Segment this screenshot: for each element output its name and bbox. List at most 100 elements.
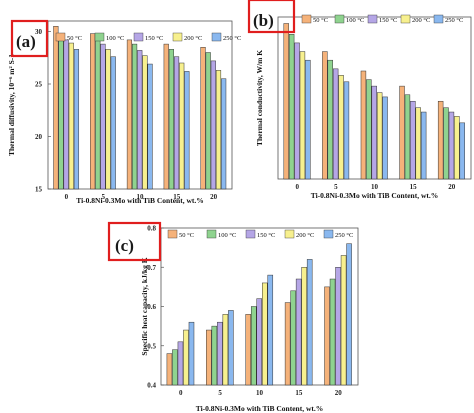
y-tick-label: 25 bbox=[35, 81, 43, 89]
y-tick-label: 0.4 bbox=[147, 382, 156, 390]
bar bbox=[228, 310, 234, 386]
bar bbox=[211, 325, 218, 386]
bar bbox=[142, 55, 148, 190]
bar bbox=[95, 37, 101, 190]
bar bbox=[177, 341, 184, 386]
x-axis-label: Ti-0.8Ni-0.3Mo with TiB Content, wt.% bbox=[196, 404, 324, 413]
x-tick-label: 10 bbox=[371, 183, 379, 191]
bar bbox=[215, 70, 222, 190]
bar bbox=[294, 42, 300, 180]
bar bbox=[110, 56, 116, 190]
bar bbox=[301, 267, 307, 386]
bar bbox=[172, 349, 178, 386]
bar bbox=[256, 298, 263, 386]
legend-label: 150 °C bbox=[257, 232, 275, 239]
bar bbox=[105, 49, 111, 190]
panel-label-box bbox=[10, 19, 49, 58]
legend: 50 °C 100 °C 150 °C 200 °C 250 °C bbox=[55, 32, 241, 42]
legend-swatch bbox=[206, 229, 217, 239]
bar bbox=[306, 259, 313, 386]
bar bbox=[132, 43, 138, 190]
panel-label-box bbox=[107, 221, 162, 262]
x-tick-label: 20 bbox=[210, 193, 218, 201]
bar bbox=[68, 42, 74, 190]
y-tick-label: 30 bbox=[35, 28, 43, 36]
panel-label: (a) bbox=[16, 32, 36, 51]
x-tick-label: 0 bbox=[296, 183, 300, 191]
legend-swatch bbox=[211, 32, 222, 42]
bar bbox=[322, 51, 328, 180]
legend-swatch bbox=[433, 14, 444, 24]
x-axis-label: Ti-0.8Ni-0.3Mo with TiB Content, wt.% bbox=[311, 191, 439, 200]
bar bbox=[327, 59, 333, 180]
bar bbox=[382, 96, 388, 180]
bar bbox=[290, 290, 296, 386]
legend: 50 °C 100 °C 150 °C 200 °C 250 °C bbox=[167, 229, 353, 239]
bar bbox=[335, 267, 341, 386]
bar bbox=[73, 49, 80, 190]
x-axis-label: Ti-0.8Ni-0.3Mo with TiB Content, wt.% bbox=[76, 196, 204, 205]
bar bbox=[221, 78, 227, 190]
legend-label: 50 °C bbox=[179, 232, 194, 239]
legend-label: 50 °C bbox=[313, 17, 328, 24]
legend-swatch bbox=[172, 32, 183, 42]
panel-label-box bbox=[247, 0, 296, 34]
bar bbox=[299, 51, 306, 180]
chart-panel-b: 0 5 10 15 20 Ti-0.8Ni-0.3Mo with TiB Content,… bbox=[247, 0, 472, 200]
bar bbox=[184, 71, 190, 190]
legend-swatch bbox=[334, 14, 345, 24]
x-tick-label: 5 bbox=[101, 193, 105, 201]
legend-swatch bbox=[400, 14, 411, 24]
bar bbox=[126, 39, 133, 190]
bar bbox=[376, 92, 383, 180]
legend-label: 50 °C bbox=[67, 35, 82, 42]
legend-swatch bbox=[245, 229, 256, 239]
bar bbox=[346, 243, 352, 386]
legend-swatch bbox=[367, 14, 378, 24]
bar bbox=[147, 63, 153, 190]
bar bbox=[210, 60, 216, 190]
bar bbox=[217, 321, 223, 386]
bar bbox=[410, 100, 416, 180]
bar bbox=[267, 274, 274, 386]
legend-swatch bbox=[284, 229, 295, 239]
x-tick-label: 5 bbox=[334, 183, 338, 191]
legend-label: 250 °C bbox=[445, 17, 463, 24]
y-tick-label: 0.7 bbox=[147, 264, 156, 272]
x-tick-label: 15 bbox=[410, 183, 418, 191]
bar bbox=[168, 49, 174, 190]
x-tick-label: 5 bbox=[218, 389, 222, 397]
bar bbox=[399, 85, 405, 180]
legend-swatch bbox=[323, 229, 334, 239]
bar bbox=[100, 43, 106, 190]
bar bbox=[404, 94, 411, 180]
bar bbox=[340, 255, 347, 386]
y-axis-label: Specific heat capacity, kJ/kg K bbox=[140, 257, 149, 355]
bar bbox=[448, 111, 455, 180]
legend-label: 200 °C bbox=[296, 232, 314, 239]
legend-label: 100 °C bbox=[106, 35, 124, 42]
bar bbox=[329, 278, 336, 386]
bar bbox=[222, 314, 229, 386]
legend-label: 100 °C bbox=[218, 232, 236, 239]
x-tick-label: 15 bbox=[295, 389, 303, 397]
bar bbox=[205, 52, 211, 190]
bar bbox=[200, 47, 206, 190]
y-tick-label: 0.5 bbox=[147, 342, 156, 350]
legend-swatch bbox=[55, 32, 66, 42]
bar bbox=[371, 85, 377, 180]
x-tick-label: 15 bbox=[173, 193, 181, 201]
legend: 50 °C 100 °C 150 °C 200 °C 250 °C bbox=[301, 14, 463, 24]
bar bbox=[443, 107, 449, 180]
bar bbox=[58, 34, 64, 190]
bar bbox=[188, 321, 195, 386]
bar bbox=[179, 62, 185, 190]
x-tick-label: 0 bbox=[179, 389, 183, 397]
bar bbox=[343, 81, 350, 180]
legend-swatch bbox=[167, 229, 178, 239]
bar bbox=[332, 68, 339, 180]
y-tick-label: 0.6 bbox=[147, 303, 156, 311]
bar bbox=[245, 314, 251, 386]
bar bbox=[459, 122, 465, 180]
x-tick-label: 10 bbox=[137, 193, 145, 201]
